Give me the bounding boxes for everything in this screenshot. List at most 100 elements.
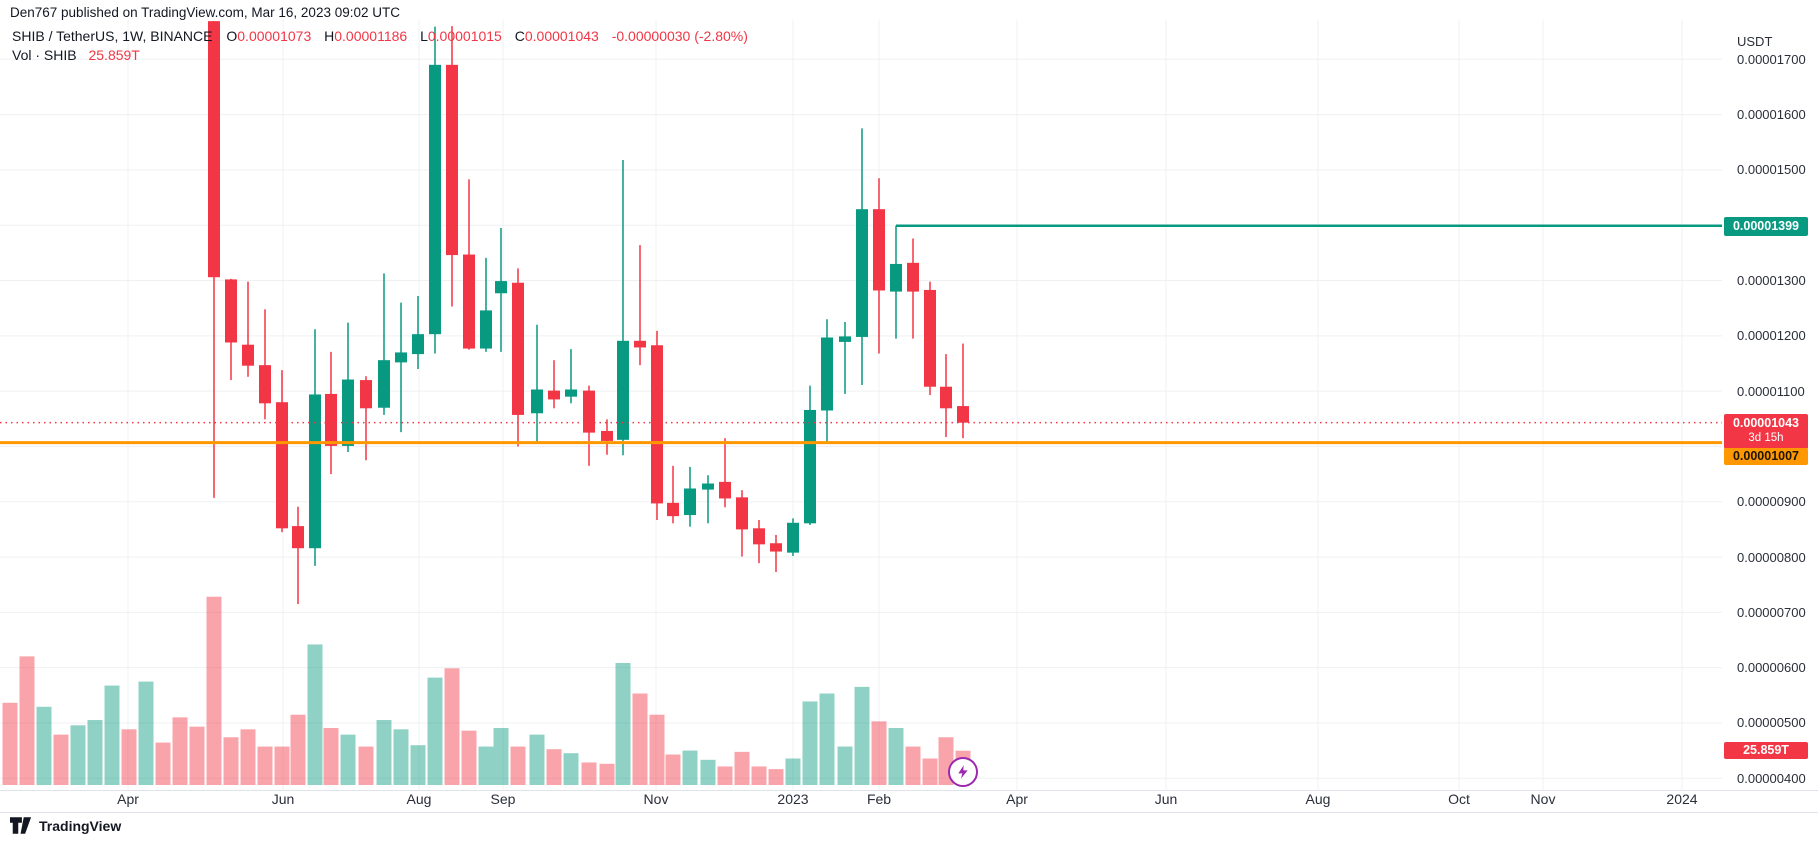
close-value: 0.00001043 (524, 28, 599, 44)
price-tick-label: 0.00001100 (1737, 383, 1805, 399)
candle-body (429, 64, 441, 335)
candle-body (463, 254, 475, 349)
volume-bar (461, 730, 477, 785)
bar-countdown: 3d 15h (1748, 432, 1784, 444)
time-tick-label: Oct (1448, 791, 1470, 807)
volume-bar (172, 717, 188, 785)
volume-bar (376, 720, 392, 785)
high-value: 0.00001186 (334, 28, 408, 44)
volume-bar (493, 727, 509, 785)
candle-body (601, 430, 613, 441)
candle-body (325, 393, 337, 446)
volume-bar (307, 644, 323, 785)
candle-body (839, 336, 851, 342)
time-tick-label: Nov (643, 791, 669, 807)
volume-bar (599, 763, 615, 785)
current-price-label: 0.00001043 3d 15h (1724, 414, 1808, 449)
volume-bar (665, 754, 681, 785)
volume-bar (206, 596, 222, 785)
candle-body (342, 379, 354, 446)
time-tick-label: Aug (1305, 791, 1331, 807)
price-axis-unit: USDT (1737, 34, 1773, 49)
symbol-legend[interactable]: SHIB / TetherUS, 1W, BINANCE O0.00001073… (12, 28, 748, 44)
candle-body (225, 279, 237, 343)
time-tick-label: Sep (490, 791, 516, 807)
candle-body (667, 502, 679, 517)
volume-value: 25.859T (88, 47, 140, 63)
low-key: L (420, 28, 428, 44)
volume-bar (510, 746, 526, 785)
volume-bar (717, 766, 733, 785)
volume-bar (393, 729, 409, 785)
volume-bar (104, 685, 120, 785)
price-tick-label: 0.00000600 (1737, 660, 1806, 676)
candle-body (208, 21, 220, 278)
volume-bar (649, 714, 665, 785)
volume-bar (410, 745, 426, 785)
volume-bar (36, 706, 52, 785)
candle-body (957, 406, 969, 423)
volume-bar (70, 725, 86, 785)
tradingview-logo[interactable]: TradingView (10, 817, 121, 834)
candle-body (446, 64, 458, 256)
candle-body (480, 310, 492, 349)
volume-bar (837, 746, 853, 785)
candle-body (548, 390, 560, 400)
candle-body (512, 282, 524, 415)
volume-bar (274, 746, 290, 785)
tradingview-mark-icon (10, 817, 32, 834)
published-byline: Den767 published on TradingView.com, Mar… (10, 5, 400, 20)
symbol-name[interactable]: SHIB / TetherUS, 1W, BINANCE (12, 28, 213, 44)
volume-label: Vol · SHIB (12, 47, 77, 63)
volume-bar (53, 734, 69, 785)
candle-body (940, 386, 952, 409)
candle-body (412, 334, 424, 355)
close-key: C (514, 28, 525, 44)
current-price-value: 0.00001043 (1732, 416, 1800, 430)
candle-body (770, 543, 782, 552)
volume-bar (785, 758, 801, 785)
volume-bar (323, 727, 339, 785)
volume-bar (444, 668, 460, 785)
candle-body (787, 522, 799, 553)
support-price-label: 0.00001007 (1724, 448, 1808, 465)
candle-body (890, 263, 902, 292)
flash-boost-button[interactable] (948, 757, 978, 787)
volume-bar (819, 693, 835, 785)
volume-bar (581, 762, 597, 785)
volume-bar (751, 766, 767, 785)
volume-bar (888, 727, 904, 785)
time-tick-label: Aug (406, 791, 432, 807)
footer-divider (0, 812, 1818, 813)
high-key: H (324, 28, 335, 44)
volume-bar (340, 734, 356, 785)
candle-body (259, 365, 271, 404)
open-value: 0.00001073 (237, 28, 312, 44)
price-tick-label: 0.00001700 (1737, 51, 1806, 67)
volume-bar (854, 686, 870, 785)
volume-bar (189, 726, 205, 785)
volume-legend[interactable]: Vol · SHIB 25.859T (12, 47, 140, 63)
volume-bar (632, 693, 648, 785)
time-tick-label: 2023 (777, 791, 809, 807)
candle-body (495, 281, 507, 294)
time-tick-label: Apr (117, 791, 139, 807)
candle-body (821, 337, 833, 411)
low-value: 0.00001015 (427, 28, 502, 44)
time-tick-label: Feb (866, 791, 892, 807)
price-tick-label: 0.00000800 (1737, 549, 1806, 565)
candle-body (924, 289, 936, 387)
volume-bar (19, 656, 35, 785)
candle-body (856, 209, 868, 337)
open-key: O (226, 28, 238, 44)
candle-body (360, 380, 372, 409)
volume-bar (700, 759, 716, 785)
volume-bar (922, 758, 938, 785)
candle-body (753, 528, 765, 545)
volume-bar (427, 677, 443, 785)
volume-bar (682, 750, 698, 785)
candle-body (395, 352, 407, 363)
candle-body (634, 340, 646, 348)
